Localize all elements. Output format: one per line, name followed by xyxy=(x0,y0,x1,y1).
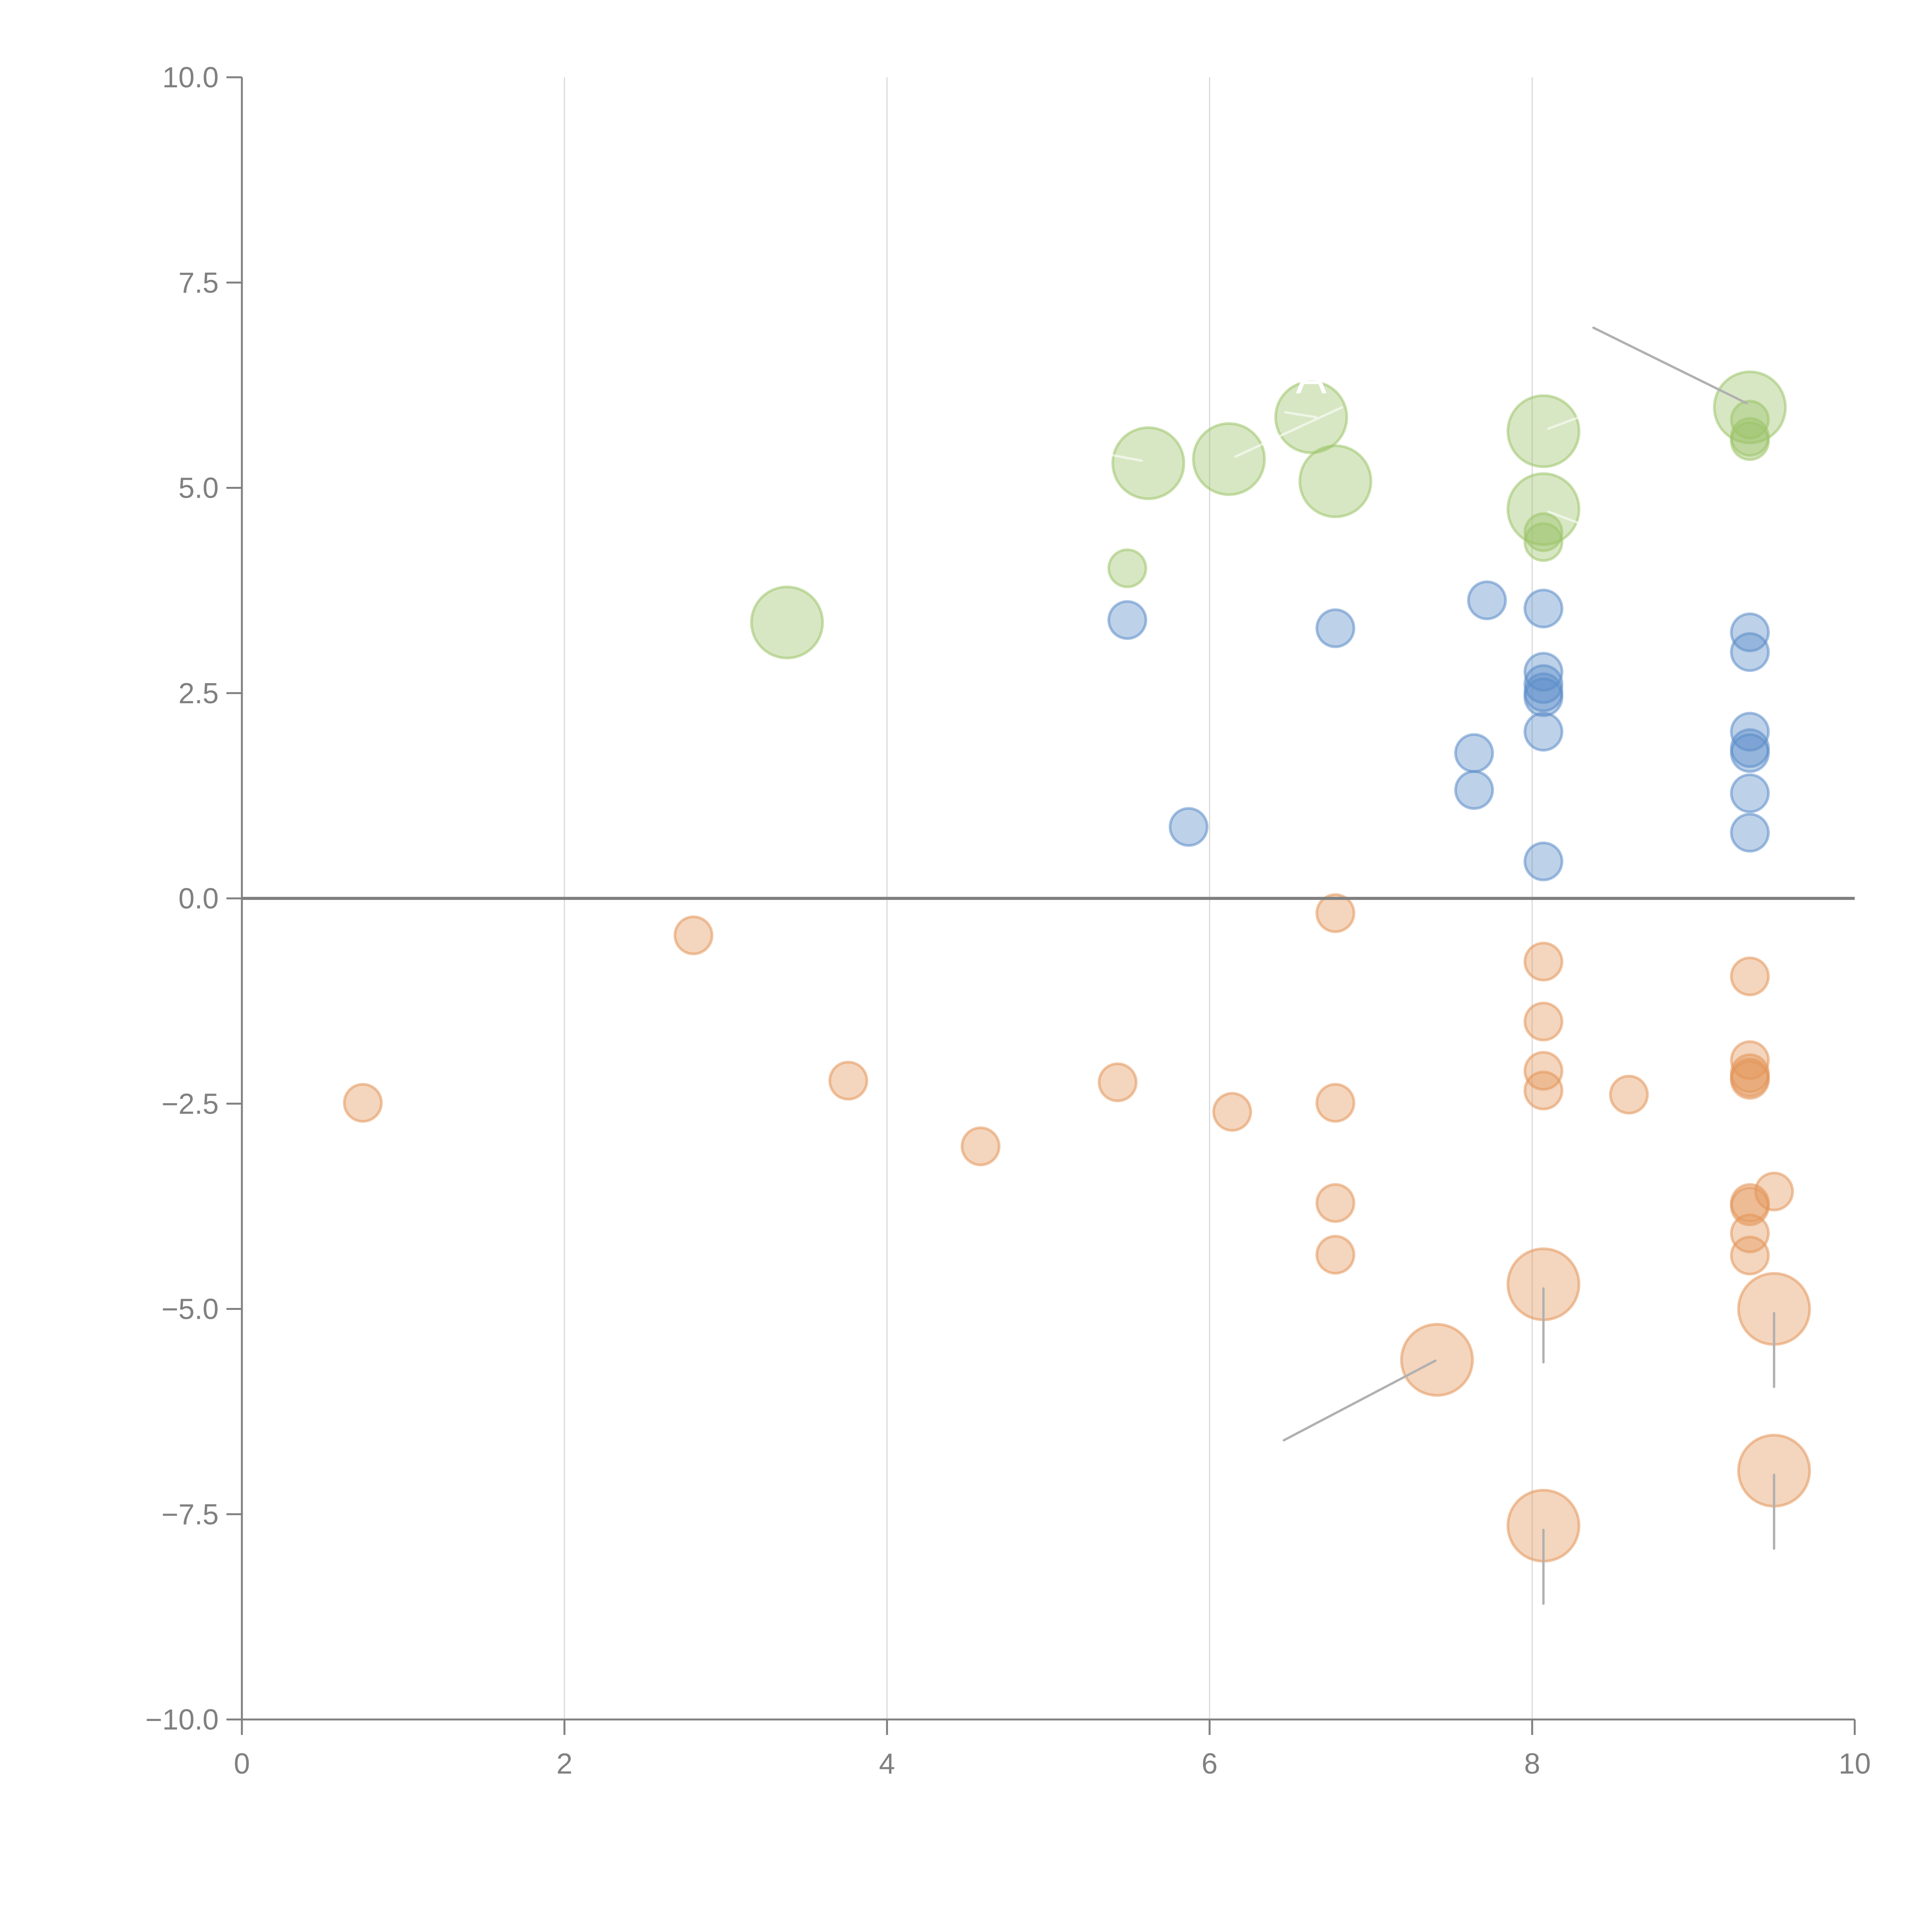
data-point-blue xyxy=(1454,733,1494,773)
y-tick-label: −10.0 xyxy=(145,1703,219,1736)
data-point-orange xyxy=(1609,1075,1649,1115)
y-tick-label: 0.0 xyxy=(179,882,219,915)
annotation-label: A xyxy=(1296,352,1327,403)
data-point-orange xyxy=(343,1083,383,1123)
data-point-orange xyxy=(828,1061,868,1101)
data-point-blue xyxy=(1730,773,1770,813)
data-point-blue xyxy=(1523,677,1563,717)
data-point-blue xyxy=(1107,600,1148,640)
data-point-blue xyxy=(1168,807,1209,847)
x-tick-label: 4 xyxy=(879,1747,895,1780)
data-point-orange xyxy=(1523,1070,1563,1111)
data-point-blue xyxy=(1523,841,1563,881)
data-point-green xyxy=(1111,426,1185,500)
data-point-green xyxy=(1298,444,1372,518)
data-point-blue xyxy=(1730,712,1770,752)
leader-line xyxy=(1592,327,1748,405)
axes: 10.0 7.5 5.0 2.5 0.0 −2.5 −5.0 −7.5 −10.0 0 2 4 6 8 10 xyxy=(145,61,1871,1780)
data-point-green xyxy=(1523,512,1563,552)
leader-line xyxy=(1284,411,1317,418)
data-point-green xyxy=(1506,394,1580,468)
data-point-blue xyxy=(1730,733,1770,773)
data-point-orange xyxy=(1730,1186,1770,1226)
data-point-orange xyxy=(673,915,714,956)
data-point-orange xyxy=(1400,1323,1474,1397)
data-point-blue xyxy=(1523,588,1563,629)
data-points xyxy=(343,370,1811,1563)
data-point-blue xyxy=(1730,632,1770,672)
data-point-orange xyxy=(1315,1083,1355,1123)
x-tick-label: 8 xyxy=(1524,1747,1540,1780)
x-tick-label: 0 xyxy=(234,1747,250,1780)
data-point-orange xyxy=(961,1126,1001,1167)
data-point-green xyxy=(750,585,824,660)
leader-lines xyxy=(1110,327,1776,1605)
annotations: A xyxy=(1296,352,1327,403)
data-point-orange xyxy=(1097,1062,1138,1102)
data-point-blue xyxy=(1315,608,1355,648)
data-point-green xyxy=(1192,422,1266,496)
y-tick-label: 10.0 xyxy=(162,61,219,94)
data-point-orange xyxy=(1730,1213,1770,1253)
data-point-blue xyxy=(1730,813,1770,853)
data-point-green xyxy=(1730,421,1770,461)
data-point-orange xyxy=(1523,1002,1563,1042)
leader-line xyxy=(1547,416,1580,430)
data-point-orange xyxy=(1754,1172,1794,1212)
leader-line xyxy=(1234,406,1343,458)
data-point-orange xyxy=(1730,1060,1770,1100)
y-tick-label: 5.0 xyxy=(179,472,219,504)
leader-line xyxy=(1282,1359,1437,1442)
leader-line xyxy=(1547,510,1580,524)
data-point-orange xyxy=(1523,942,1563,982)
leader-line xyxy=(1110,454,1143,462)
x-tick-label: 10 xyxy=(1838,1747,1871,1780)
y-tick-label: −7.5 xyxy=(162,1498,219,1531)
x-tick-label: 6 xyxy=(1202,1747,1218,1780)
data-point-orange xyxy=(1730,956,1770,997)
y-tick-label: −2.5 xyxy=(162,1087,219,1120)
data-point-blue xyxy=(1467,580,1507,621)
data-point-orange xyxy=(1315,1183,1355,1223)
data-point-green xyxy=(1523,522,1563,562)
y-tick-label: 2.5 xyxy=(179,677,219,709)
data-point-orange xyxy=(1212,1092,1252,1132)
y-tick-label: 7.5 xyxy=(179,266,219,299)
data-point-green xyxy=(1107,548,1148,588)
data-point-blue xyxy=(1523,712,1563,752)
x-tick-label: 2 xyxy=(556,1747,573,1780)
data-point-blue xyxy=(1454,770,1494,810)
data-point-orange xyxy=(1315,1235,1355,1275)
data-point-orange xyxy=(1315,893,1355,933)
data-point-orange xyxy=(1730,1235,1770,1276)
y-tick-label: −5.0 xyxy=(162,1293,219,1325)
